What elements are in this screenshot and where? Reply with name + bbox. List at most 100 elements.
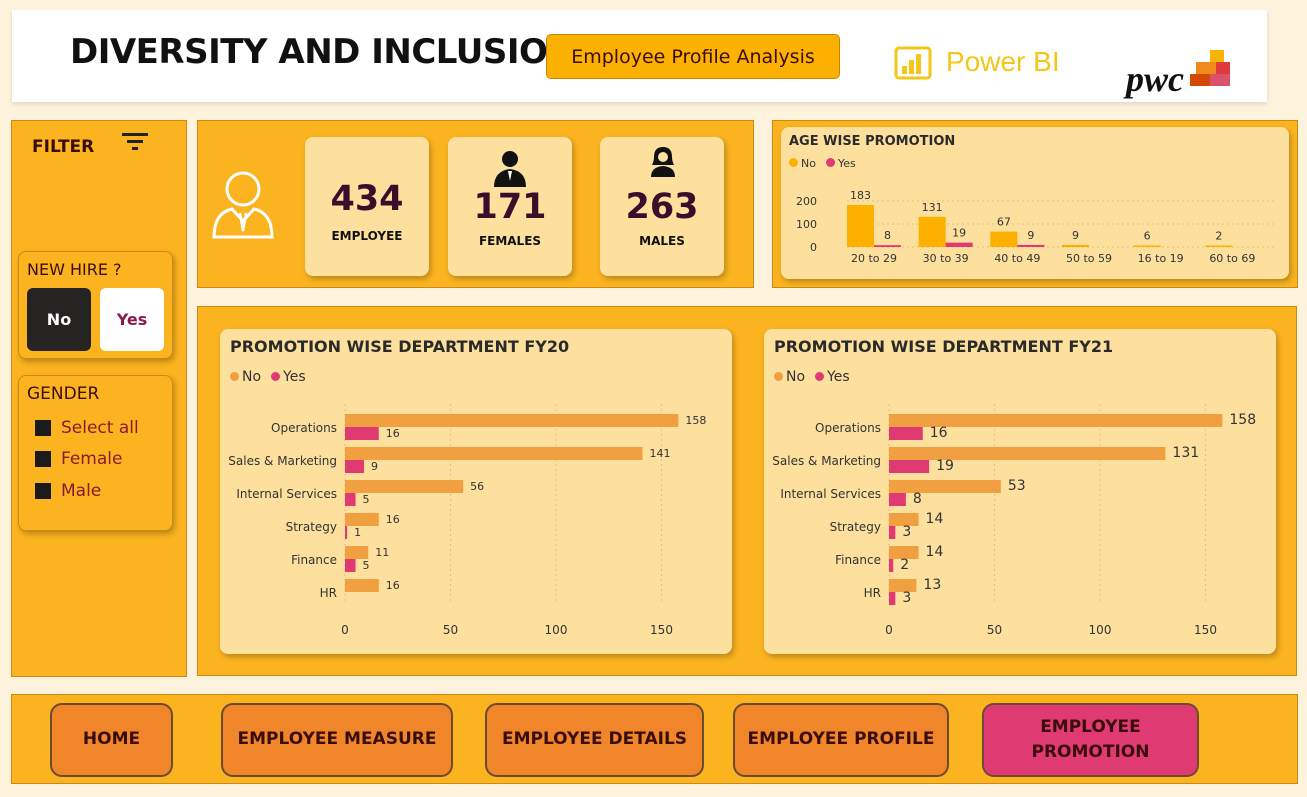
fy20-department-chart: 0 50 100 150 Operations 158 16 Sales & Marketin… xyxy=(228,404,706,637)
gender-option-label: Female xyxy=(61,449,123,469)
legend-item-no[interactable]: No xyxy=(774,369,805,385)
data-label: 183 xyxy=(850,189,871,202)
data-label: 14 xyxy=(926,511,944,527)
y-tick-label: HR xyxy=(864,586,881,600)
age-promotion-card: AGE WISE PROMOTION No Yes 200 100 0 183 8 20 … xyxy=(781,127,1289,279)
y-tick-label: 100 xyxy=(796,218,817,231)
data-label: 9 xyxy=(1027,229,1034,242)
bar xyxy=(1205,245,1233,247)
y-tick-label: Strategy xyxy=(830,520,881,534)
bar xyxy=(889,460,930,473)
data-label: 16 xyxy=(386,513,400,526)
x-tick-label: 50 xyxy=(987,623,1002,637)
bar xyxy=(889,592,896,605)
gender-title: GENDER xyxy=(27,384,100,404)
age-promotion-chart: 200 100 0 183 8 20 to 29 131 19 30 to 39 67 9 40 to… xyxy=(796,189,1277,265)
data-label: 141 xyxy=(650,447,671,460)
data-label: 19 xyxy=(952,227,966,240)
data-label: 131 xyxy=(922,201,943,214)
x-tick-label: 40 to 49 xyxy=(994,252,1040,265)
page-title: DIVERSITY AND INCLUSION xyxy=(70,32,576,72)
x-tick-label: 0 xyxy=(885,623,893,637)
filter-icon[interactable] xyxy=(122,131,148,153)
nav-employee-profile-button[interactable]: EMPLOYEE PROFILE xyxy=(733,703,949,777)
pwc-mark-icon xyxy=(1190,50,1230,86)
bar xyxy=(345,493,356,506)
bar xyxy=(889,493,906,506)
subtitle-button[interactable]: Employee Profile Analysis xyxy=(546,34,840,79)
y-tick-label: Finance xyxy=(291,553,337,567)
x-tick-label: 60 to 69 xyxy=(1209,252,1255,265)
y-tick-label: Internal Services xyxy=(236,487,337,501)
x-tick-label: 100 xyxy=(1089,623,1112,637)
y-tick-label: 200 xyxy=(796,195,817,208)
gender-option-male[interactable]: Male xyxy=(35,481,101,501)
gender-option-female[interactable]: Female xyxy=(35,449,122,469)
bar xyxy=(345,546,369,559)
data-label: 2 xyxy=(1215,230,1222,243)
data-label: 9 xyxy=(1072,229,1079,242)
y-tick-label: 0 xyxy=(810,241,817,254)
male-user-icon xyxy=(490,147,530,187)
x-tick-label: 150 xyxy=(1194,623,1217,637)
kpi-females-label: FEMALES xyxy=(478,234,542,248)
checkbox[interactable] xyxy=(35,420,51,436)
bar xyxy=(1017,244,1045,247)
bar xyxy=(345,559,356,572)
chart-legend: No Yes xyxy=(789,157,856,170)
age-promotion-panel: AGE WISE PROMOTION No Yes 200 100 0 183 8 20 … xyxy=(772,120,1298,288)
y-tick-label: Internal Services xyxy=(780,487,881,501)
bar xyxy=(874,245,901,247)
x-tick-label: 0 xyxy=(341,623,349,637)
chart-title: PROMOTION WISE DEPARTMENT FY20 xyxy=(230,337,570,356)
kpi-employee-card: 434 EMPLOYEE xyxy=(305,137,429,276)
powerbi-label: Power BI xyxy=(946,46,1060,77)
data-label: 2 xyxy=(900,557,909,573)
y-tick-label: Sales & Marketing xyxy=(228,454,337,468)
data-label: 16 xyxy=(930,425,948,441)
data-label: 16 xyxy=(386,579,400,592)
new-hire-slicer: NEW HIRE ? No Yes xyxy=(18,251,173,359)
pwc-label: pwc xyxy=(1126,59,1184,99)
legend-item-no[interactable]: No xyxy=(230,369,261,385)
bar xyxy=(345,513,379,526)
checkbox[interactable] xyxy=(35,451,51,467)
legend-item-yes[interactable]: Yes xyxy=(815,369,850,385)
nav-employee-promotion-button[interactable]: EMPLOYEE PROMOTION xyxy=(982,703,1199,777)
gender-option-label: Select all xyxy=(61,418,139,438)
legend-item-yes[interactable]: Yes xyxy=(271,369,306,385)
kpi-males-card: 263 MALES xyxy=(600,137,724,276)
legend-item-no[interactable]: No xyxy=(789,157,816,170)
x-tick-label: 50 to 59 xyxy=(1066,252,1112,265)
x-tick-label: 100 xyxy=(545,623,568,637)
new-hire-yes-button[interactable]: Yes xyxy=(100,288,164,351)
data-label: 8 xyxy=(913,491,922,507)
checkbox[interactable] xyxy=(35,483,51,499)
bar xyxy=(945,242,973,247)
data-label: 56 xyxy=(470,480,484,493)
x-tick-label: 50 xyxy=(443,623,458,637)
nav-employee-details-button[interactable]: EMPLOYEE DETAILS xyxy=(485,703,704,777)
nav-home-button[interactable]: HOME xyxy=(50,703,173,777)
powerbi-logo: Power BI xyxy=(894,42,1060,82)
female-user-icon xyxy=(651,147,675,177)
data-label: 11 xyxy=(375,546,389,559)
nav-employee-measure-button[interactable]: EMPLOYEE MEASURE xyxy=(221,703,453,777)
chart-title: PROMOTION WISE DEPARTMENT FY21 xyxy=(774,337,1114,356)
pwc-logo: pwc xyxy=(1126,50,1230,100)
fy20-card: PROMOTION WISE DEPARTMENT FY20 No Yes 0 5… xyxy=(220,329,732,654)
data-label: 67 xyxy=(997,216,1011,229)
legend-item-yes[interactable]: Yes xyxy=(825,157,856,170)
bar xyxy=(889,513,919,526)
data-label: 158 xyxy=(685,414,706,427)
new-hire-no-button[interactable]: No xyxy=(27,288,91,351)
chart-legend: No Yes xyxy=(774,369,850,385)
x-tick-label: 150 xyxy=(650,623,673,637)
data-label: 6 xyxy=(1144,230,1151,243)
data-label: 9 xyxy=(371,460,378,473)
bar xyxy=(889,526,896,539)
gender-option-select-all[interactable]: Select all xyxy=(35,418,139,438)
data-label: 13 xyxy=(923,577,941,593)
kpi-panel: 434 EMPLOYEE 171 FEMALES 263 MALES xyxy=(197,120,754,288)
bar xyxy=(889,559,894,572)
